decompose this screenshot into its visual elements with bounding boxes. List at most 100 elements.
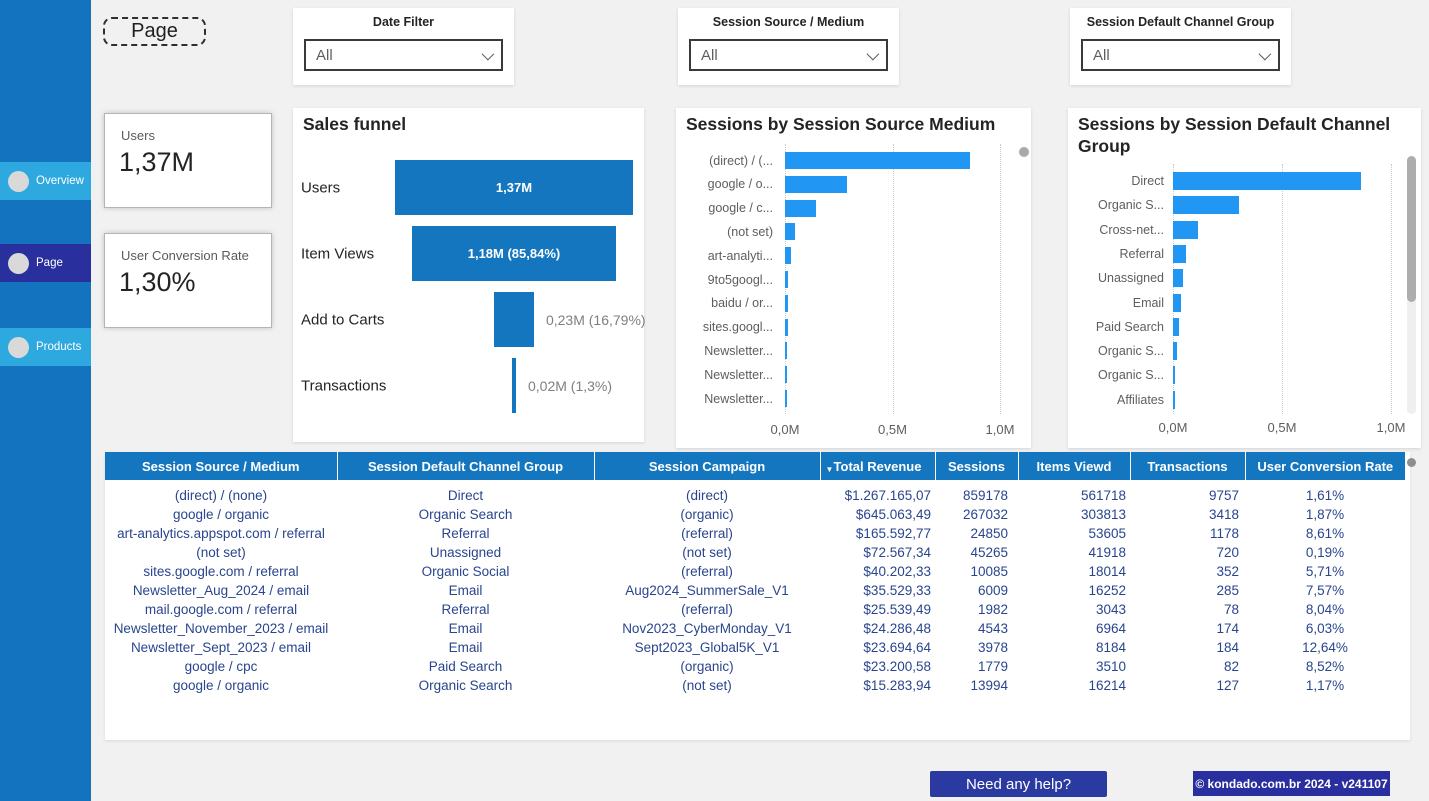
table-cell: 24850 bbox=[935, 524, 1018, 543]
bar[interactable] bbox=[785, 200, 816, 217]
bar[interactable] bbox=[785, 152, 970, 169]
table-cell: 1,87% bbox=[1245, 505, 1405, 524]
sidebar-item-products[interactable]: Products bbox=[0, 328, 91, 366]
bar[interactable] bbox=[1173, 318, 1179, 336]
y-axis-category-label: Cross-net... bbox=[1068, 223, 1164, 237]
table-scrollbar-thumb[interactable] bbox=[1407, 458, 1416, 467]
table-cell: 53605 bbox=[1018, 524, 1130, 543]
sidebar-item-overview[interactable]: Overview bbox=[0, 162, 91, 200]
table-cell: (not set) bbox=[594, 676, 820, 695]
nav-circle-icon bbox=[8, 337, 29, 358]
table-cell: $24.286,48 bbox=[820, 619, 935, 638]
column-header[interactable]: Items Viewd bbox=[1018, 452, 1130, 480]
bar[interactable] bbox=[785, 366, 787, 383]
chart-scrollbar-thumb[interactable] bbox=[1407, 156, 1416, 302]
table-cell: 3418 bbox=[1130, 505, 1245, 524]
table-header-row: Session Source / MediumSession Default C… bbox=[105, 452, 1405, 480]
bar[interactable] bbox=[785, 176, 847, 193]
column-header[interactable]: Sessions bbox=[935, 452, 1018, 480]
table-row[interactable]: art-analytics.appspot.com / referralRefe… bbox=[105, 524, 1405, 543]
bar[interactable] bbox=[1173, 172, 1361, 190]
funnel-bar[interactable]: 1,18M (85,84%) bbox=[412, 226, 617, 281]
bar[interactable] bbox=[1173, 391, 1175, 409]
table-cell: 41918 bbox=[1018, 543, 1130, 562]
funnel-bar[interactable] bbox=[494, 292, 534, 347]
table-cell: (referral) bbox=[594, 600, 820, 619]
bar[interactable] bbox=[785, 271, 788, 288]
table-cell: art-analytics.appspot.com / referral bbox=[105, 524, 337, 543]
x-axis-tick-label: 0,0M bbox=[1159, 420, 1188, 435]
filter-card-1: Date Filter All bbox=[293, 8, 514, 85]
table-row[interactable]: google / cpcPaid Search(organic)$23.200,… bbox=[105, 657, 1405, 676]
x-axis-tick-label: 0,0M bbox=[771, 422, 800, 437]
bar[interactable] bbox=[785, 390, 787, 407]
column-header[interactable]: ▼Total Revenue bbox=[820, 452, 935, 480]
table-cell: 1982 bbox=[935, 600, 1018, 619]
chart-title: Sessions by Session Source Medium bbox=[686, 114, 995, 136]
funnel-category-label: Users bbox=[301, 180, 340, 197]
bar[interactable] bbox=[785, 342, 787, 359]
funnel-category-label: Transactions bbox=[301, 378, 386, 395]
sidebar: Overview Page Products bbox=[0, 0, 91, 801]
gridline bbox=[1000, 144, 1001, 414]
column-header[interactable]: User Conversion Rate bbox=[1245, 452, 1405, 480]
help-button[interactable]: Need any help? bbox=[930, 771, 1107, 797]
table-cell: (not set) bbox=[105, 543, 337, 562]
page-title: Page bbox=[103, 17, 206, 46]
gridline bbox=[893, 144, 894, 414]
sidebar-item-label: Products bbox=[36, 341, 81, 353]
table-row[interactable]: sites.google.com / referralOrganic Socia… bbox=[105, 562, 1405, 581]
y-axis-category-label: 9to5googl... bbox=[676, 273, 773, 287]
table-cell: Sept2023_Global5K_V1 bbox=[594, 638, 820, 657]
column-header[interactable]: Session Source / Medium bbox=[105, 452, 337, 480]
y-axis-category-label: Email bbox=[1068, 296, 1164, 310]
bar[interactable] bbox=[1173, 294, 1181, 312]
table-row[interactable]: Newsletter_Aug_2024 / emailEmailAug2024_… bbox=[105, 581, 1405, 600]
bar[interactable] bbox=[1173, 269, 1183, 287]
table-cell: Referral bbox=[337, 524, 594, 543]
filter-dropdown[interactable]: All bbox=[1081, 39, 1280, 71]
table-cell: Nov2023_CyberMonday_V1 bbox=[594, 619, 820, 638]
kpi-value: 1,30% bbox=[119, 267, 196, 298]
table-row[interactable]: Newsletter_Sept_2023 / emailEmailSept202… bbox=[105, 638, 1405, 657]
table-cell: $15.283,94 bbox=[820, 676, 935, 695]
table-row[interactable]: google / organicOrganic Search(not set)$… bbox=[105, 676, 1405, 695]
filter-dropdown[interactable]: All bbox=[689, 39, 888, 71]
kpi-card: User Conversion Rate1,30% bbox=[104, 233, 272, 328]
table-cell: (direct) bbox=[594, 480, 820, 505]
data-grid: Session Source / MediumSession Default C… bbox=[105, 452, 1405, 695]
table-row[interactable]: Newsletter_November_2023 / emailEmailNov… bbox=[105, 619, 1405, 638]
bar[interactable] bbox=[785, 319, 788, 336]
filter-label: Date Filter bbox=[293, 8, 514, 29]
bar[interactable] bbox=[1173, 196, 1239, 214]
funnel-bar[interactable]: 1,37M bbox=[395, 160, 633, 215]
column-header[interactable]: Session Default Channel Group bbox=[337, 452, 594, 480]
chart-scrollbar-thumb[interactable] bbox=[1019, 147, 1029, 157]
column-header[interactable]: Transactions bbox=[1130, 452, 1245, 480]
table-cell: 127 bbox=[1130, 676, 1245, 695]
x-axis-tick-label: 1,0M bbox=[1377, 420, 1406, 435]
y-axis-category-label: Referral bbox=[1068, 247, 1164, 261]
bar[interactable] bbox=[1173, 221, 1198, 239]
table-cell: $72.567,34 bbox=[820, 543, 935, 562]
chart-title: Sessions by Session Default Channel Grou… bbox=[1078, 114, 1400, 158]
chevron-down-icon bbox=[1259, 47, 1272, 60]
bar[interactable] bbox=[785, 295, 788, 312]
table-row[interactable]: google / organicOrganic Search(organic)$… bbox=[105, 505, 1405, 524]
bar[interactable] bbox=[1173, 342, 1177, 360]
table-row[interactable]: (not set)Unassigned(not set)$72.567,3445… bbox=[105, 543, 1405, 562]
table-row[interactable]: mail.google.com / referralReferral(refer… bbox=[105, 600, 1405, 619]
bar[interactable] bbox=[785, 223, 795, 240]
table-cell: 9757 bbox=[1130, 480, 1245, 505]
bar[interactable] bbox=[785, 247, 791, 264]
bar[interactable] bbox=[1173, 245, 1186, 263]
y-axis-category-label: (direct) / (... bbox=[676, 154, 773, 168]
sidebar-item-page[interactable]: Page bbox=[0, 244, 91, 282]
table-row[interactable]: (direct) / (none)Direct(direct)$1.267.16… bbox=[105, 480, 1405, 505]
table-cell: 13994 bbox=[935, 676, 1018, 695]
filter-dropdown[interactable]: All bbox=[304, 39, 503, 71]
column-header[interactable]: Session Campaign bbox=[594, 452, 820, 480]
bar[interactable] bbox=[1173, 366, 1175, 384]
funnel-bar[interactable] bbox=[512, 358, 516, 413]
table-cell: Aug2024_SummerSale_V1 bbox=[594, 581, 820, 600]
